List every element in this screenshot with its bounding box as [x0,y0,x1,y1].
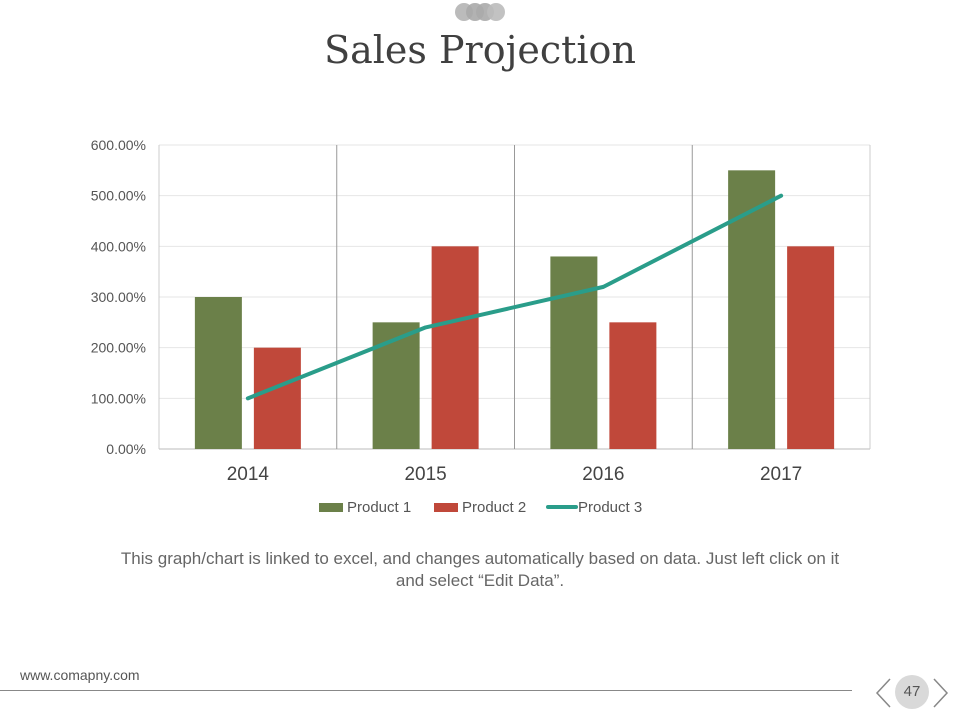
x-tick-label: 2014 [227,464,270,485]
bar-product-1 [194,297,242,449]
footer-divider [0,690,852,691]
chart-caption: This graph/chart is linked to excel, and… [120,549,840,590]
legend-label-3: Product 3 [578,499,642,516]
y-tick-label: 600.00% [91,137,146,153]
x-tick-label: 2015 [404,464,446,485]
legend-swatch-2 [434,503,458,512]
legend-swatch-1 [319,503,343,512]
y-tick-label: 300.00% [91,289,146,305]
legend-label-2: Product 2 [462,499,526,516]
bar-product-1 [372,322,420,449]
slide-title: Sales Projection [324,28,636,72]
bar-product-2 [253,347,301,449]
footer-url[interactable]: www.comapny.com [20,667,140,683]
bar-product-2 [609,322,657,449]
bar-product-2 [431,246,479,449]
legend-label-1: Product 1 [347,499,411,516]
y-tick-label: 500.00% [91,188,146,204]
bar-product-1 [550,256,598,449]
y-tick-label: 0.00% [106,441,146,457]
x-tick-label: 2016 [582,464,624,485]
line-product-3 [245,193,784,401]
decorative-circles [455,3,505,21]
y-tick-label: 400.00% [91,238,146,254]
prev-arrow-icon[interactable] [874,677,894,709]
page-number: 47 [895,675,929,709]
y-tick-label: 100.00% [91,390,146,406]
y-tick-label: 200.00% [91,340,146,356]
bar-product-2 [787,246,835,449]
sales-chart[interactable]: 0.00% 100.00% 200.00% 300.00% 400.00% 500.00%… [0,0,960,530]
next-arrow-icon[interactable] [930,677,950,709]
x-tick-label: 2017 [760,464,802,485]
